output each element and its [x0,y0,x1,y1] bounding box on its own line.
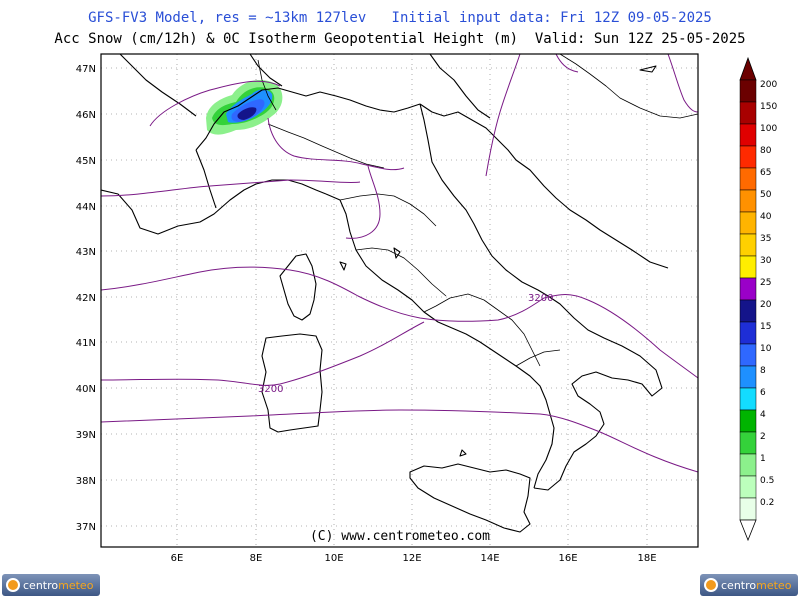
centrometeo-logo-left[interactable]: centro meteo [2,574,100,596]
legend-label: 30 [760,256,772,266]
legend-cell [739,145,757,169]
model-info-title: GFS-FV3 Model, res = ~13km 127lev Initia… [88,10,712,26]
lat-45n: 45N [76,156,96,167]
longitude-labels: 6E 8E 10E 12E 14E 16E 18E [171,553,657,564]
legend-label: 6 [760,388,766,398]
lat-38n: 38N [76,476,96,487]
legend-cell [739,101,757,125]
lat-41n: 41N [76,338,96,349]
legend-label: 0.2 [760,498,774,508]
legend-cell [739,387,757,411]
legend-label: 35 [760,234,771,244]
legend-cell [739,431,757,455]
isotherm-label-3200-east: 3200 [528,293,553,304]
lon-14e: 14E [480,553,499,564]
legend-arrow-bottom [739,519,757,542]
snow-accumulation [206,79,283,135]
snow-legend: 200 150 100 80 65 50 40 35 30 25 20 15 10 8 6 4 2 1 0.5 0.2 [739,56,777,542]
legend-label: 200 [760,80,777,90]
globe-icon [6,578,20,592]
lat-46n: 46N [76,110,96,121]
isotherm-contours [101,54,698,473]
lon-6e: 6E [171,553,184,564]
legend-cell [739,277,757,301]
graticule [101,54,698,547]
legend-cell [739,321,757,345]
legend-cell [739,475,757,499]
isotherm-label-3200-west: 3200 [258,384,283,395]
legend-label: 65 [760,168,771,178]
centrometeo-logo-right[interactable]: centro meteo [700,574,798,596]
legend-cells [739,79,757,521]
coastlines-borders [101,54,698,533]
legend-cell [739,453,757,477]
legend-cell [739,343,757,367]
lon-18e: 18E [637,553,656,564]
lon-8e: 8E [250,553,263,564]
globe-icon [704,578,718,592]
copyright-text: (C) www.centrometeo.com [310,529,490,544]
legend-cell [739,409,757,433]
legend-label: 40 [760,212,772,222]
legend-cell [739,167,757,191]
variable-valid-title: Acc Snow (cm/12h) & 0C Isotherm Geopoten… [54,31,746,47]
lon-10e: 10E [324,553,343,564]
legend-label: 15 [760,322,771,332]
legend-cell [739,211,757,235]
legend-label: 25 [760,278,771,288]
legend-cell [739,233,757,257]
legend-cell [739,497,757,521]
legend-cell [739,365,757,389]
lon-16e: 16E [558,553,577,564]
legend-label: 10 [760,344,772,354]
legend-label: 80 [760,146,772,156]
legend-label: 4 [760,410,766,420]
lat-40n: 40N [76,384,96,395]
lat-44n: 44N [76,202,96,213]
lat-42n: 42N [76,293,96,304]
legend-label: 2 [760,432,766,442]
legend-labels: 200 150 100 80 65 50 40 35 30 25 20 15 10 8 6 4 2 1 0.5 0.2 [760,80,777,508]
legend-label: 150 [760,102,777,112]
legend-label: 100 [760,124,777,134]
lat-47n: 47N [76,64,96,75]
lat-39n: 39N [76,430,96,441]
latitude-labels: 47N 46N 45N 44N 43N 42N 41N 40N 39N 38N … [76,64,96,533]
legend-label: 8 [760,366,766,376]
legend-label: 50 [760,190,772,200]
legend-cell [739,299,757,323]
legend-label: 1 [760,454,766,464]
legend-label: 20 [760,300,772,310]
lat-43n: 43N [76,247,96,258]
map-frame [100,53,699,548]
legend-cell [739,189,757,213]
legend-cell [739,79,757,103]
legend-label: 0.5 [760,476,774,486]
legend-cell [739,123,757,147]
legend-cell [739,255,757,279]
lat-37n: 37N [76,522,96,533]
legend-arrow-top [739,56,757,81]
lon-12e: 12E [402,553,421,564]
